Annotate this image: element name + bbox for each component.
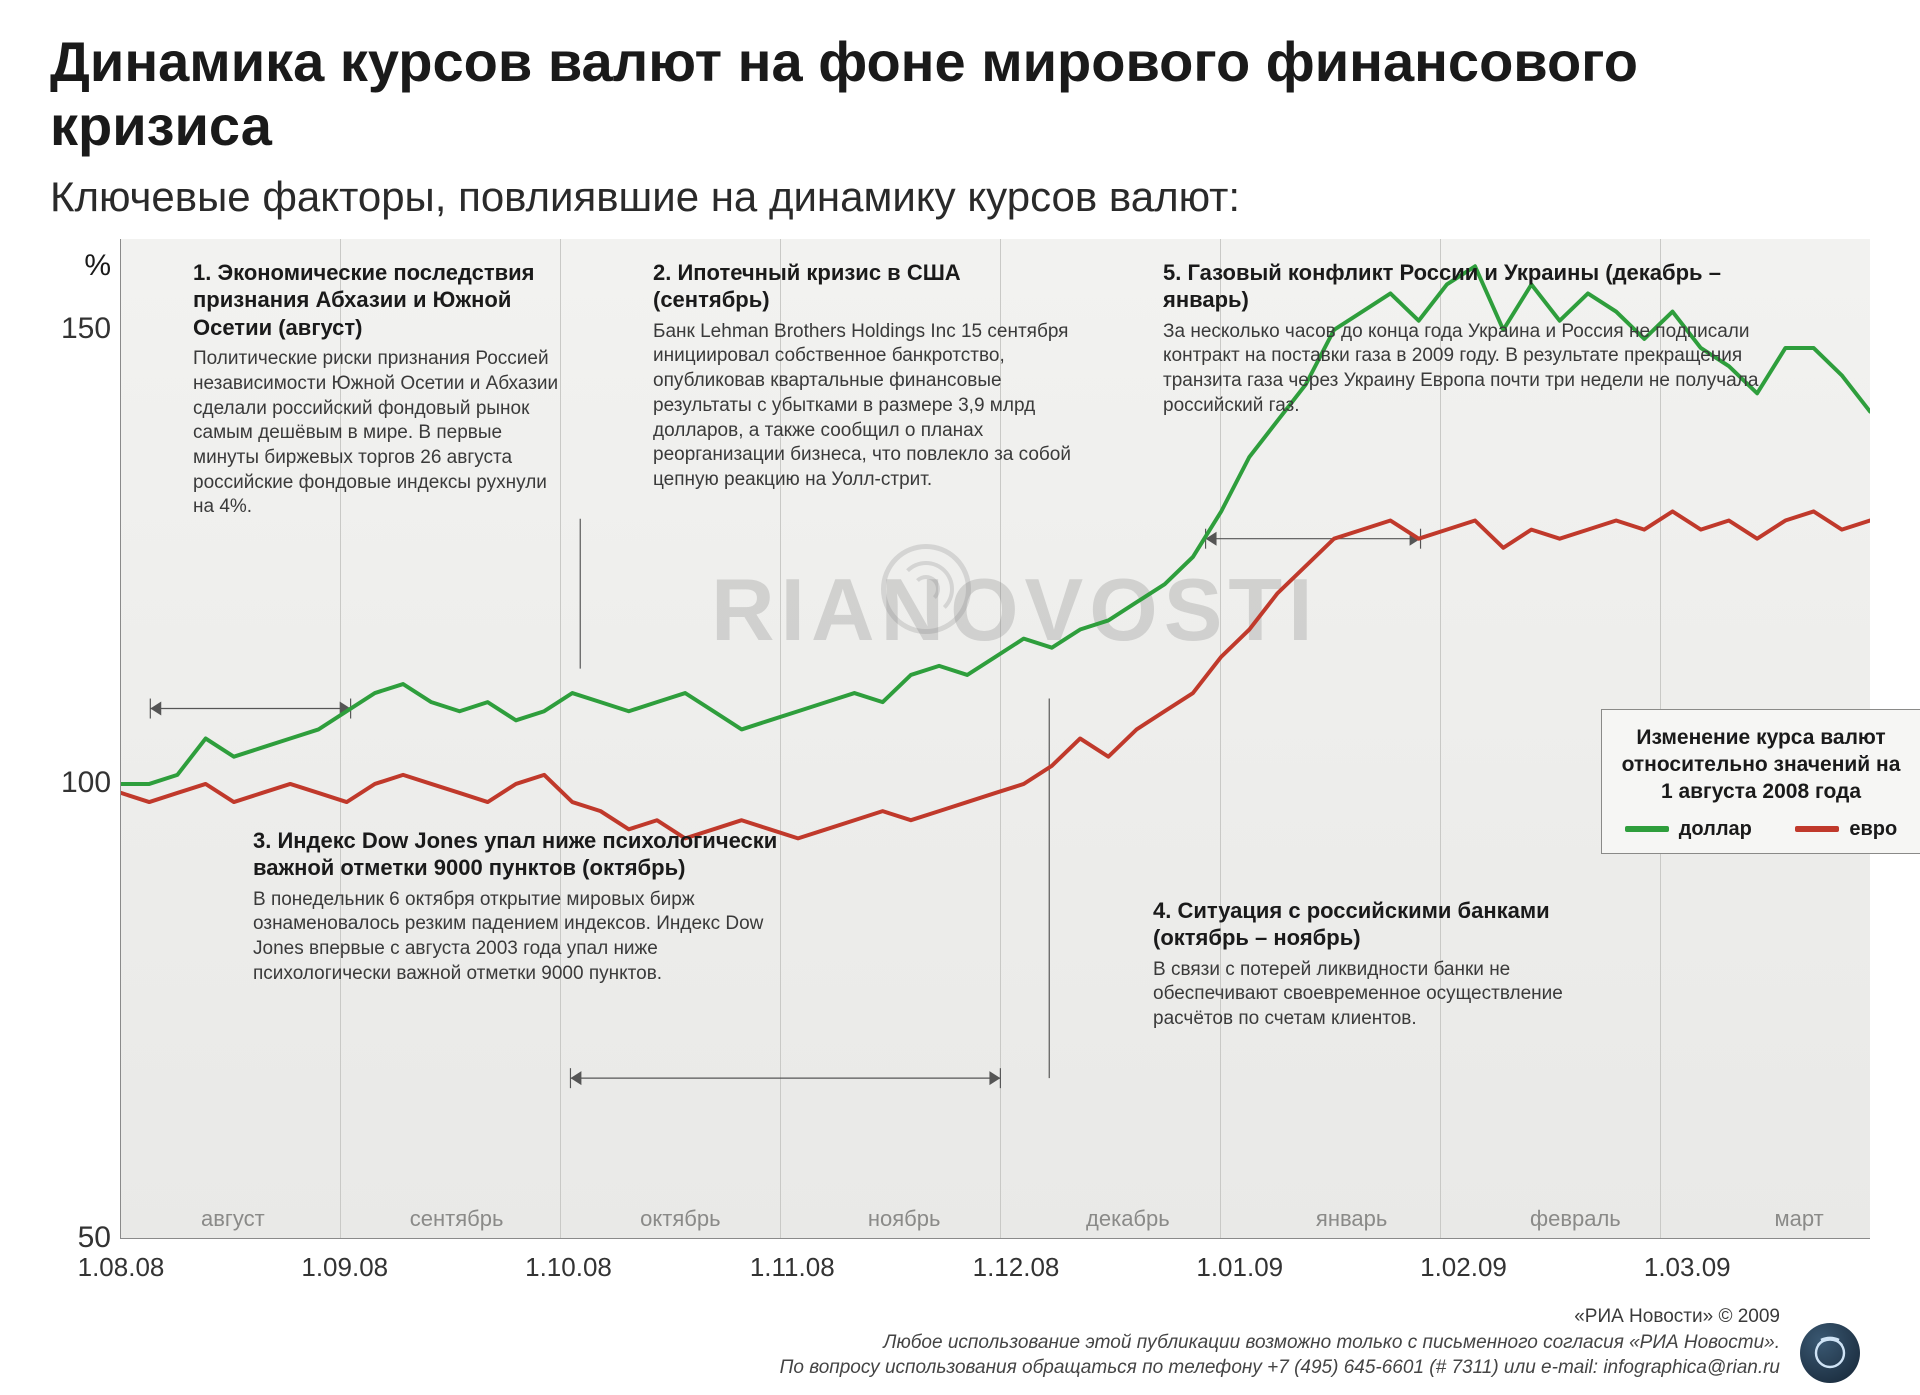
chart-area: % 50 100 150 август сентябрь октябрь ноя… — [120, 239, 1870, 1239]
y-tick-2: 150 — [61, 312, 111, 346]
y-tick-1: 100 — [61, 766, 111, 800]
annotation-5-title: 5. Газовый конфликт России и Украины (де… — [1163, 259, 1801, 314]
x-date-4: 1.12.08 — [973, 1252, 1060, 1283]
annotation-3-text: В понедельник 6 октября открытие мировых… — [253, 888, 791, 987]
footer-line1: Любое использование этой публикации возм… — [780, 1330, 1780, 1356]
annotation-2-text: Банк Lehman Brothers Holdings Inc 15 сен… — [653, 320, 1071, 493]
annotation-4: 4. Ситуация с российскими банками (октяб… — [1141, 889, 1611, 1040]
annotation-2: 2. Ипотечный кризис в США (сентябрь) Бан… — [641, 251, 1081, 501]
legend-swatch-dollar — [1625, 826, 1669, 832]
y-tick-0: 50 — [61, 1221, 111, 1255]
annotation-4-text: В связи с потерей ликвидности банки не о… — [1153, 958, 1601, 1032]
legend-title: Изменение курса валют относительно значе… — [1620, 724, 1902, 806]
legend-item-euro: евро — [1795, 818, 1897, 841]
legend-box: Изменение курса валют относительно значе… — [1601, 709, 1920, 854]
legend-label-dollar: доллар — [1679, 818, 1752, 841]
x-date-1: 1.09.08 — [301, 1252, 388, 1283]
legend-label-euro: евро — [1849, 818, 1897, 841]
footer: «РИА Новости» © 2009 Любое использование… — [780, 1304, 1860, 1381]
annotation-2-title: 2. Ипотечный кризис в США (сентябрь) — [653, 259, 1071, 314]
annotation-3: 3. Индекс Dow Jones упал ниже психологич… — [241, 819, 801, 995]
annotation-3-title: 3. Индекс Dow Jones упал ниже психологич… — [253, 827, 791, 882]
x-date-2: 1.10.08 — [525, 1252, 612, 1283]
annotation-4-title: 4. Ситуация с российскими банками (октяб… — [1153, 897, 1601, 952]
publisher-logo-icon — [1800, 1323, 1860, 1383]
y-axis-unit: % — [61, 249, 111, 283]
annotation-5-text: За несколько часов до конца года Украина… — [1163, 320, 1801, 419]
annotation-1-text: Политические риски признания Россией нез… — [193, 347, 571, 520]
page-subtitle: Ключевые факторы, повлиявшие на динамику… — [50, 173, 1870, 221]
x-date-7: 1.03.09 — [1644, 1252, 1731, 1283]
x-date-6: 1.02.09 — [1420, 1252, 1507, 1283]
annotation-1-title: 1. Экономические последствия признания А… — [193, 259, 571, 342]
footer-line2: По вопросу использования обращаться по т… — [780, 1355, 1780, 1381]
annotation-1: 1. Экономические последствия признания А… — [181, 251, 581, 528]
infographic-page: Динамика курсов валют на фоне мирового ф… — [0, 0, 1920, 1395]
page-title: Динамика курсов валют на фоне мирового ф… — [50, 30, 1870, 159]
x-date-0: 1.08.08 — [78, 1252, 165, 1283]
x-date-5: 1.01.09 — [1196, 1252, 1283, 1283]
legend-swatch-euro — [1795, 826, 1839, 832]
footer-copyright: «РИА Новости» © 2009 — [780, 1304, 1780, 1330]
legend-item-dollar: доллар — [1625, 818, 1752, 841]
annotation-5: 5. Газовый конфликт России и Украины (де… — [1151, 251, 1811, 427]
x-date-3: 1.11.08 — [750, 1252, 835, 1283]
